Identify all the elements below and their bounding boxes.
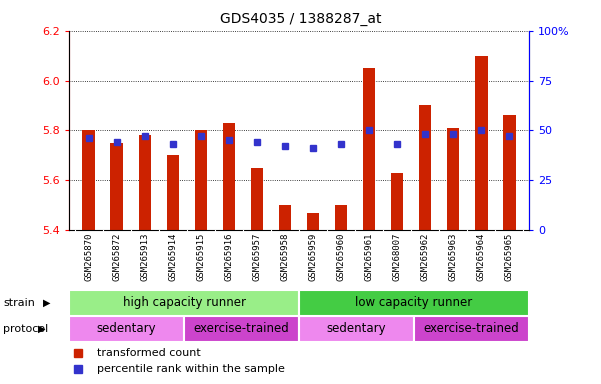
Bar: [299, 316, 414, 342]
Text: GSM265957: GSM265957: [252, 233, 261, 281]
Bar: [391, 173, 403, 230]
Bar: [414, 316, 529, 342]
Bar: [307, 213, 319, 230]
Text: ▶: ▶: [38, 324, 45, 334]
Text: GSM265914: GSM265914: [168, 233, 177, 281]
Text: GSM265913: GSM265913: [140, 233, 149, 281]
Text: GSM265958: GSM265958: [281, 233, 290, 281]
Text: GDS4035 / 1388287_at: GDS4035 / 1388287_at: [220, 12, 381, 25]
Text: protocol: protocol: [3, 324, 48, 334]
Bar: [184, 316, 299, 342]
Bar: [363, 68, 376, 230]
Bar: [82, 131, 95, 230]
Text: ▶: ▶: [43, 298, 50, 308]
Text: strain: strain: [3, 298, 35, 308]
Bar: [503, 116, 516, 230]
Text: GSM265916: GSM265916: [224, 233, 233, 281]
Bar: [251, 168, 263, 230]
Bar: [299, 290, 529, 316]
Text: exercise-trained: exercise-trained: [194, 322, 290, 335]
Text: GSM265915: GSM265915: [197, 233, 206, 281]
Text: GSM265964: GSM265964: [477, 233, 486, 281]
Bar: [166, 155, 179, 230]
Text: GSM265961: GSM265961: [365, 233, 374, 281]
Bar: [111, 143, 123, 230]
Text: GSM265962: GSM265962: [421, 233, 430, 281]
Bar: [69, 316, 184, 342]
Bar: [138, 135, 151, 230]
Bar: [279, 205, 291, 230]
Bar: [222, 123, 235, 230]
Text: GSM265963: GSM265963: [449, 233, 458, 281]
Bar: [335, 205, 347, 230]
Bar: [195, 131, 207, 230]
Text: high capacity runner: high capacity runner: [123, 296, 246, 309]
Text: exercise-trained: exercise-trained: [424, 322, 519, 335]
Text: GSM265965: GSM265965: [505, 233, 514, 281]
Bar: [69, 290, 299, 316]
Text: GSM265870: GSM265870: [84, 233, 93, 281]
Text: GSM268007: GSM268007: [392, 233, 401, 281]
Text: sedentary: sedentary: [97, 322, 156, 335]
Bar: [447, 128, 460, 230]
Bar: [475, 56, 487, 230]
Text: GSM265960: GSM265960: [337, 233, 346, 281]
Text: low capacity runner: low capacity runner: [355, 296, 472, 309]
Bar: [419, 106, 432, 230]
Text: GSM265959: GSM265959: [308, 233, 317, 281]
Text: GSM265872: GSM265872: [112, 233, 121, 281]
Text: transformed count: transformed count: [97, 348, 201, 358]
Text: sedentary: sedentary: [327, 322, 386, 335]
Text: percentile rank within the sample: percentile rank within the sample: [97, 364, 285, 374]
